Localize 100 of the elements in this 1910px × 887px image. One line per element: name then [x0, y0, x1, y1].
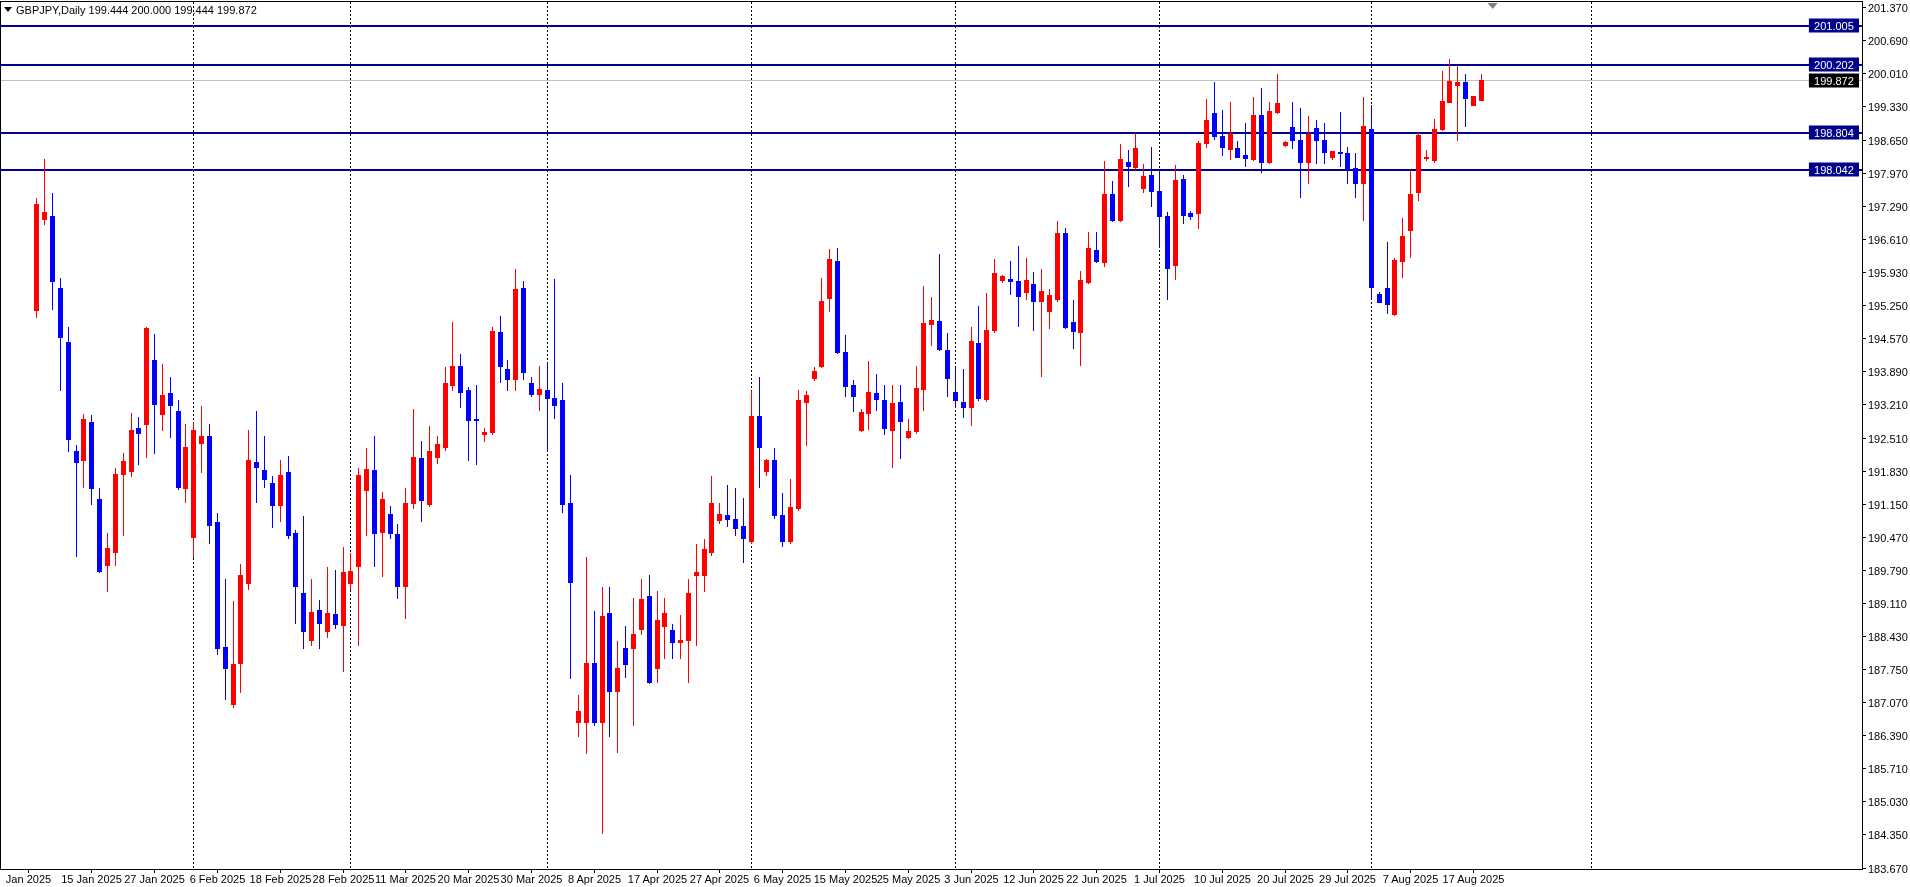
candlestick [152, 333, 157, 455]
y-tick-label: 188.430 [1868, 630, 1908, 643]
candlestick [231, 600, 236, 709]
candlestick [937, 253, 942, 352]
candlestick [670, 623, 675, 660]
candlestick [709, 475, 714, 557]
candlestick [819, 277, 824, 369]
candlestick [1392, 257, 1397, 317]
x-tick-label: 3 Jun 2025 [944, 873, 999, 885]
y-tick-label: 193.210 [1868, 398, 1908, 411]
candlestick [545, 362, 550, 453]
candlestick [1188, 210, 1193, 221]
y-tick-label: 192.510 [1868, 432, 1908, 445]
candlestick [42, 158, 47, 226]
candlestick [411, 408, 416, 510]
candlestick [81, 413, 86, 489]
x-tick-label: 12 Jun 2025 [1003, 873, 1064, 885]
candlestick [804, 390, 809, 447]
y-tick-label: 183.670 [1868, 862, 1908, 875]
candlestick [929, 296, 934, 347]
candlestick [1016, 245, 1021, 328]
candlestick [136, 416, 141, 466]
candlestick [717, 502, 722, 525]
candlestick [749, 390, 754, 545]
candlestick [278, 459, 283, 523]
candlestick [1055, 220, 1060, 303]
x-tick-label: 11 Mar 2025 [375, 873, 436, 885]
candlestick [388, 505, 393, 540]
candlestick [199, 405, 204, 474]
candlestick [419, 440, 424, 523]
candlestick [702, 538, 707, 593]
candlestick [529, 376, 534, 398]
candlestick [843, 334, 848, 398]
candlestick [600, 586, 605, 835]
candlestick [741, 497, 746, 564]
candlestick [607, 586, 612, 738]
candlestick [835, 247, 840, 355]
candlestick [655, 590, 660, 684]
candlestick [372, 435, 377, 568]
y-tick-label: 201.370 [1868, 1, 1908, 14]
candlestick [1031, 271, 1036, 332]
candlestick [733, 487, 738, 537]
x-tick-label: 7 Aug 2025 [1382, 873, 1439, 885]
candlestick [631, 597, 636, 727]
x-tick-label: 17 Apr 2025 [627, 873, 688, 885]
candlestick [1000, 274, 1005, 284]
candlestick [1181, 175, 1186, 225]
y-tick-label: 187.750 [1868, 663, 1908, 676]
candlestick [1408, 169, 1413, 259]
candlestick [466, 386, 471, 462]
candlestick [262, 435, 267, 489]
x-tick-label: 20 Jul 2025 [1257, 873, 1314, 885]
candlestick [89, 414, 94, 506]
x-tick-label: 22 Jun 2025 [1066, 873, 1127, 885]
candlestick [1251, 96, 1256, 162]
candlestick [1385, 241, 1390, 315]
candlestick [827, 248, 832, 313]
candlestick [725, 484, 730, 528]
candlestick [270, 475, 275, 529]
candlestick [1039, 268, 1044, 378]
y-tick-label: 187.070 [1868, 696, 1908, 709]
candlestick [521, 280, 526, 381]
candlestick [576, 694, 581, 738]
candlestick [301, 515, 306, 650]
candlestick [859, 408, 864, 433]
y-tick-label: 198.650 [1868, 134, 1908, 147]
x-tick-label: Jan 2025 [5, 873, 52, 885]
y-tick-label: 186.390 [1868, 729, 1908, 742]
candlestick [168, 376, 173, 439]
y-tick-label: 189.110 [1868, 597, 1907, 610]
candlestick [364, 447, 369, 537]
candlestick [1086, 231, 1091, 285]
x-tick-label: 25 May 2025 [876, 873, 941, 885]
candlestick [1259, 87, 1264, 174]
candlestick [1047, 288, 1052, 330]
candlestick [105, 532, 110, 593]
candlestick [1228, 101, 1233, 161]
candlestick [207, 423, 212, 545]
candlestick [984, 292, 989, 403]
candlestick [678, 614, 683, 660]
candlestick [1102, 160, 1107, 268]
candlestick [1173, 164, 1178, 281]
x-tick-label: 6 Feb 2025 [189, 873, 246, 885]
candlestick [1424, 149, 1429, 162]
candlestick [969, 326, 974, 427]
candlestick [246, 429, 251, 591]
candlestick [552, 278, 557, 420]
candlestick [403, 487, 408, 620]
candlestick [1204, 98, 1209, 149]
candlestick [914, 365, 919, 435]
candlestick [560, 382, 565, 514]
candlestick [1416, 132, 1421, 202]
candlestick [1369, 104, 1374, 301]
candlestick [639, 578, 644, 636]
candlestick [953, 367, 958, 409]
y-tick-label: 197.290 [1868, 200, 1908, 213]
candlestick [356, 467, 361, 647]
candlestick [780, 492, 785, 548]
candlestick [50, 192, 55, 311]
candlestick [961, 368, 966, 419]
